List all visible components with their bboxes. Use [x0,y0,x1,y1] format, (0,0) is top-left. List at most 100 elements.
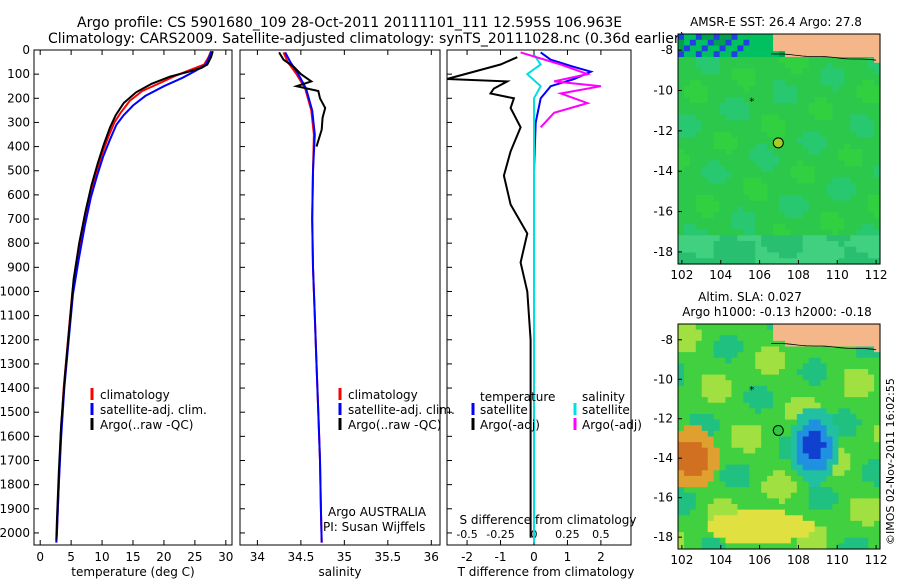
map-cell [832,45,840,52]
map-cell [844,143,851,150]
map-cell [874,114,881,121]
map-cell [796,526,804,533]
map-cell [820,200,828,208]
map-cell [701,340,709,348]
map-cell [814,442,822,449]
map-cell [689,85,697,93]
s-tick-label: 0.5 [592,528,610,541]
map-cell [749,235,756,242]
map-cell [689,177,697,185]
map-cell [820,504,828,511]
map-cell [844,212,851,219]
map-cell [737,436,744,443]
map-cell [790,74,798,81]
map-cell [701,108,709,116]
map-cell [755,475,762,483]
map-cell [725,68,733,75]
map-cell [874,177,881,185]
map-cell [808,91,816,98]
map-cell [689,51,697,58]
map-cell [695,391,703,398]
map-cell [773,357,780,364]
map-cell [862,402,869,409]
map-cell [719,408,727,415]
map-cell [773,515,780,522]
map-cell [784,414,792,421]
map-cell [868,414,875,421]
map-cell [731,97,739,104]
map-cell [713,335,721,342]
map-cell [767,252,774,259]
map-cell [737,397,744,404]
map-cell [725,492,733,499]
map-cell [707,464,715,471]
map-cell [755,397,762,404]
map-cell [719,172,727,179]
map-cell [773,218,780,225]
map-cell [784,120,792,127]
map-cell [850,166,857,173]
map-cell [773,51,780,58]
map-cell [844,470,851,477]
map-cell [862,57,869,64]
y-tick-label: 1900 [0,502,30,516]
y-tick-label: 800 [7,236,30,250]
map-cell [755,91,762,98]
map-cell [755,223,762,231]
map-cell [796,385,804,393]
map-cell [731,80,739,87]
map-cell [856,143,863,150]
map-cell [743,183,750,190]
map-cell [683,470,691,477]
map-cell [707,470,715,477]
map-cell [695,385,703,393]
map-cell [725,402,733,409]
map-cell [814,126,822,133]
map-cell [755,543,762,550]
map-cell [862,419,869,426]
map-cell [850,62,857,70]
map-cell [767,430,774,438]
map-cell [755,352,762,359]
map-cell [761,149,768,156]
map-cell [701,425,709,432]
map-cell [695,51,703,58]
map-cell [737,85,744,93]
map-cell [844,436,851,443]
map-cell [678,229,685,236]
map-cell [737,258,744,265]
map-cell [856,200,863,208]
map-cell [844,206,851,213]
map-cell [832,526,840,533]
map-cell [683,160,691,167]
map-cell [725,177,733,185]
map-cell [749,114,756,121]
map-cell [868,149,875,156]
map-cell [755,520,762,528]
map-cell [790,532,798,539]
map-cell [743,430,750,438]
y-tick-label: -18 [653,530,673,544]
map-cell [779,39,786,47]
map-cell [707,447,715,454]
map-cell [802,357,810,364]
map-cell [790,97,798,104]
map-cell [850,143,857,150]
map-cell [749,143,756,150]
map-cell [868,80,875,87]
map-cell [826,504,834,511]
map-cell [683,80,691,87]
map-cell [689,137,697,144]
map-cell [713,131,721,139]
map-cell [755,357,762,364]
map-cell [838,487,845,494]
map-cell [856,154,863,162]
map-cell [719,447,727,454]
map-cell [701,430,709,438]
map-cell [755,200,762,208]
map-cell [767,537,774,544]
map-cell [838,481,845,488]
map-cell [868,74,875,81]
map-cell [719,532,727,539]
map-cell [761,329,768,336]
